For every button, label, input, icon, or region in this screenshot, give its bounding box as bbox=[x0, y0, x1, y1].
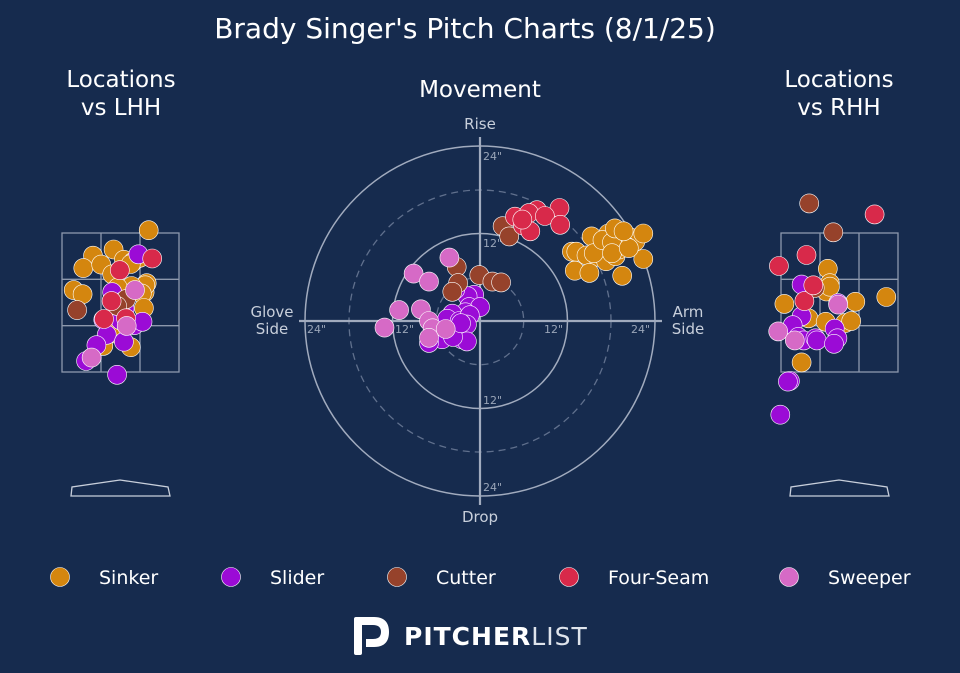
ring-label-top-12: 12" bbox=[483, 237, 502, 250]
brand-light: LIST bbox=[531, 622, 587, 651]
pitch-point-slider bbox=[778, 371, 798, 392]
movement-points bbox=[374, 198, 654, 353]
pitch-point-four-seam bbox=[794, 291, 815, 311]
pitch-point-four-seam bbox=[803, 275, 824, 296]
lhh-panel: Locations vs LHH bbox=[61, 67, 180, 497]
legend-label-sweeper: Sweeper bbox=[828, 567, 911, 589]
legend-marker-sinker bbox=[50, 567, 70, 587]
pitch-point-slider bbox=[806, 330, 827, 351]
pitch-point-sinker bbox=[138, 220, 159, 240]
movement-point-sweeper bbox=[439, 247, 460, 268]
pitch-point-four-seam bbox=[796, 245, 817, 265]
rhh-title-line1: Locations bbox=[784, 67, 893, 93]
movement-point-sweeper bbox=[435, 319, 456, 339]
legend-marker-cutter bbox=[387, 567, 407, 587]
legend-label-sinker: Sinker bbox=[99, 567, 158, 589]
ring-label-bottom-12: 12" bbox=[483, 394, 502, 407]
movement-point-sinker bbox=[633, 249, 654, 269]
movement-point-cutter bbox=[499, 226, 520, 247]
lhh-title-line2: vs LHH bbox=[81, 95, 161, 121]
pitch-point-four-seam bbox=[110, 260, 130, 281]
ring-label-right-12: 12" bbox=[544, 323, 563, 336]
rise-label: Rise bbox=[464, 115, 496, 133]
pitch-point-sweeper bbox=[768, 321, 789, 342]
pitch-point-slider bbox=[770, 404, 791, 425]
legend-marker-sweeper bbox=[779, 567, 799, 587]
movement-point-sweeper bbox=[419, 271, 439, 292]
ring-label-left-12: 12" bbox=[395, 323, 414, 336]
pitch-point-four-seam bbox=[94, 309, 114, 329]
pitch-point-sinker bbox=[876, 287, 897, 307]
movement-point-sweeper bbox=[374, 317, 395, 338]
glove-side-label-line1: Glove bbox=[250, 303, 293, 321]
movement-point-sinker bbox=[618, 238, 639, 258]
pitch-point-sweeper bbox=[828, 294, 848, 315]
legend-marker-four-seam bbox=[559, 567, 579, 587]
rhh-panel: Locations vs RHH bbox=[768, 67, 899, 497]
movement-point-four-seam bbox=[512, 209, 533, 230]
pitch-point-slider bbox=[824, 333, 844, 354]
movement-point-four-seam bbox=[550, 215, 571, 235]
movement-point-sinker bbox=[613, 221, 634, 242]
pitcherlist-logo: PITCHERLIST bbox=[354, 617, 588, 655]
pitch-point-sweeper bbox=[125, 280, 145, 300]
brand-bold: PITCHER bbox=[404, 622, 531, 651]
movement-point-sweeper bbox=[419, 327, 439, 348]
movement-point-sinker bbox=[633, 223, 654, 244]
movement-grid bbox=[299, 137, 662, 505]
movement-panel: Movement 24" 12" 12" 24" 24" 12" 12" 24"… bbox=[250, 77, 704, 526]
movement-point-cutter bbox=[491, 272, 511, 293]
chart-title: Brady Singer's Pitch Charts (8/1/25) bbox=[214, 12, 716, 45]
pitch-point-four-seam bbox=[101, 291, 122, 311]
ring-label-left-24: 24" bbox=[307, 323, 326, 336]
arm-side-label-line1: Arm bbox=[673, 303, 704, 321]
rhh-home-plate bbox=[789, 479, 890, 497]
movement-point-sweeper bbox=[389, 300, 409, 320]
pitch-point-sinker bbox=[791, 352, 812, 373]
pitch-point-sinker bbox=[73, 258, 94, 278]
ring-label-right-24: 24" bbox=[631, 323, 650, 336]
legend-label-four-seam: Four-Seam bbox=[608, 567, 709, 589]
movement-point-sinker bbox=[612, 265, 633, 286]
glove-side-label-line2: Side bbox=[256, 320, 288, 338]
pitch-point-four-seam bbox=[769, 256, 789, 276]
movement-point-cutter bbox=[442, 281, 463, 302]
legend-marker-slider bbox=[221, 567, 241, 587]
pitch-point-four-seam bbox=[142, 248, 162, 269]
pitch-point-cutter bbox=[823, 222, 844, 243]
pitch-point-sinker bbox=[841, 311, 862, 331]
pitch-point-slider bbox=[107, 364, 127, 385]
lhh-title-line1: Locations bbox=[66, 67, 175, 93]
pitch-point-four-seam bbox=[864, 204, 885, 225]
pitch-point-sweeper bbox=[116, 316, 137, 336]
movement-point-sinker bbox=[602, 243, 622, 263]
pitcherlist-logo-icon bbox=[354, 617, 389, 655]
legend-label-cutter: Cutter bbox=[436, 567, 496, 589]
pitch-point-sweeper bbox=[81, 347, 102, 368]
legend-label-slider: Slider bbox=[270, 567, 324, 589]
pitch-point-sweeper bbox=[784, 330, 805, 351]
rhh-points bbox=[768, 193, 897, 425]
rhh-title-line2: vs RHH bbox=[797, 95, 880, 121]
lhh-home-plate bbox=[70, 479, 171, 497]
pitch-point-cutter bbox=[67, 300, 87, 320]
ring-label-bottom-24: 24" bbox=[483, 481, 502, 494]
ring-label-top-24: 24" bbox=[483, 150, 502, 163]
lhh-points bbox=[63, 220, 162, 385]
movement-point-four-seam bbox=[535, 206, 555, 226]
movement-title: Movement bbox=[419, 77, 541, 103]
movement-point-sinker bbox=[579, 263, 600, 283]
pitch-point-sinker bbox=[774, 294, 795, 314]
brand-wordmark: PITCHERLIST bbox=[404, 622, 588, 651]
drop-label: Drop bbox=[462, 508, 498, 526]
legend: Sinker Slider Cutter Four-Seam Sweeper bbox=[50, 567, 911, 589]
pitch-point-sinker bbox=[845, 291, 866, 312]
pitch-point-cutter bbox=[799, 193, 820, 214]
movement-point-sweeper bbox=[403, 263, 424, 284]
arm-side-label-line2: Side bbox=[672, 320, 704, 338]
